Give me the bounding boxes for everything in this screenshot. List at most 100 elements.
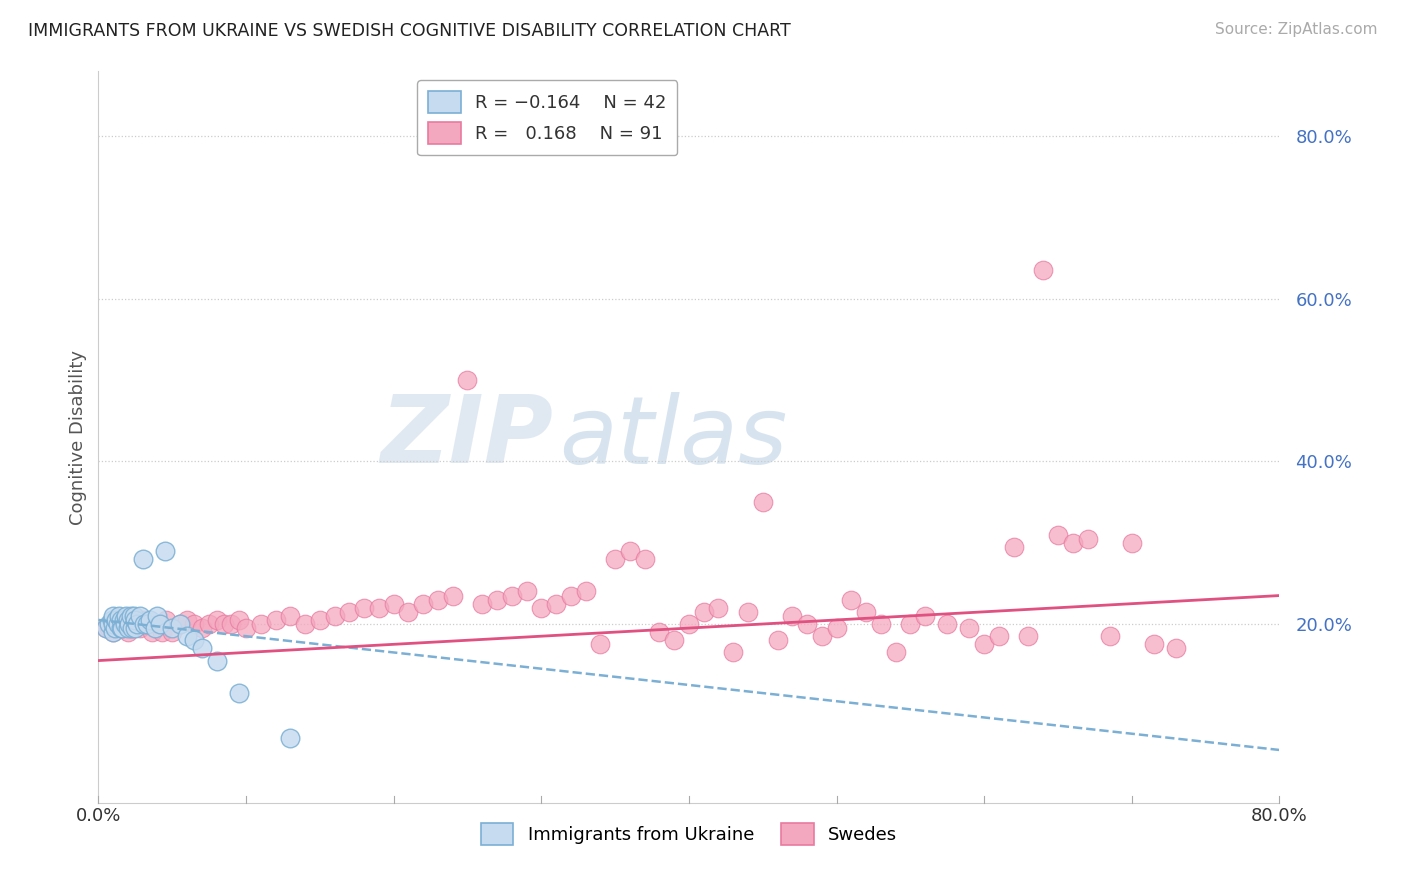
Point [150, 625, 173, 640]
Point [117, 613, 139, 627]
Point [412, 597, 434, 611]
Point [1002, 540, 1025, 554]
Point [900, 617, 922, 632]
Point [104, 617, 127, 632]
Point [153, 544, 176, 558]
Point [1143, 637, 1166, 651]
Point [766, 633, 789, 648]
Point [205, 613, 228, 627]
Point [94, 621, 117, 635]
Point [198, 617, 221, 632]
Point [128, 621, 150, 635]
Point [973, 637, 995, 651]
Point [115, 608, 138, 623]
Point [122, 608, 145, 623]
Point [1098, 629, 1121, 643]
Point [221, 617, 243, 632]
Point [486, 592, 509, 607]
Point [124, 621, 146, 635]
Point [752, 495, 775, 509]
Text: 80.0%: 80.0% [1251, 807, 1308, 825]
Point [117, 621, 139, 635]
Point [825, 621, 848, 635]
Point [884, 645, 907, 659]
Point [501, 589, 523, 603]
Point [546, 597, 568, 611]
Point [162, 621, 183, 635]
Point [139, 613, 162, 627]
Point [398, 605, 420, 619]
Point [1032, 263, 1054, 277]
Text: atlas: atlas [560, 392, 787, 483]
Point [294, 617, 316, 632]
Point [280, 608, 302, 623]
Point [143, 621, 166, 635]
Point [136, 617, 159, 632]
Point [110, 621, 132, 635]
Point [141, 625, 163, 640]
Point [146, 617, 169, 632]
Point [1166, 641, 1188, 656]
Point [100, 617, 122, 632]
Point [103, 625, 125, 640]
Point [664, 633, 686, 648]
Point [124, 617, 146, 632]
Point [841, 592, 863, 607]
Point [264, 613, 287, 627]
Point [169, 617, 191, 632]
Point [149, 617, 172, 632]
Point [114, 617, 136, 632]
Point [368, 600, 391, 615]
Point [132, 613, 155, 627]
Point [870, 617, 893, 632]
Point [250, 617, 273, 632]
Point [136, 617, 159, 632]
Point [111, 617, 134, 632]
Point [1062, 535, 1084, 549]
Point [176, 613, 198, 627]
Point [560, 589, 582, 603]
Point [309, 613, 332, 627]
Point [117, 625, 139, 640]
Point [97, 617, 120, 632]
Point [796, 617, 818, 632]
Point [212, 617, 235, 632]
Point [575, 584, 598, 599]
Point [97, 621, 120, 635]
Point [228, 686, 250, 700]
Point [104, 621, 127, 635]
Point [169, 617, 191, 632]
Point [1121, 535, 1143, 549]
Point [619, 544, 641, 558]
Point [103, 625, 125, 640]
Point [111, 621, 134, 635]
Point [471, 597, 494, 611]
Point [382, 597, 405, 611]
Point [155, 613, 177, 627]
Point [648, 625, 671, 640]
Point [94, 621, 117, 635]
Point [988, 629, 1011, 643]
Point [589, 637, 612, 651]
Point [108, 608, 131, 623]
Point [121, 621, 143, 635]
Point [128, 608, 150, 623]
Point [1018, 629, 1040, 643]
Point [634, 552, 657, 566]
Point [132, 552, 155, 566]
Point [693, 605, 716, 619]
Point [737, 605, 759, 619]
Point [112, 613, 135, 627]
Point [103, 608, 125, 623]
Point [134, 617, 156, 632]
Point [107, 613, 129, 627]
Point [118, 617, 141, 632]
Point [235, 621, 257, 635]
Point [855, 605, 877, 619]
Point [353, 600, 375, 615]
Point [707, 600, 730, 615]
Point [959, 621, 981, 635]
Point [723, 645, 745, 659]
Point [110, 621, 132, 635]
Point [176, 629, 198, 643]
